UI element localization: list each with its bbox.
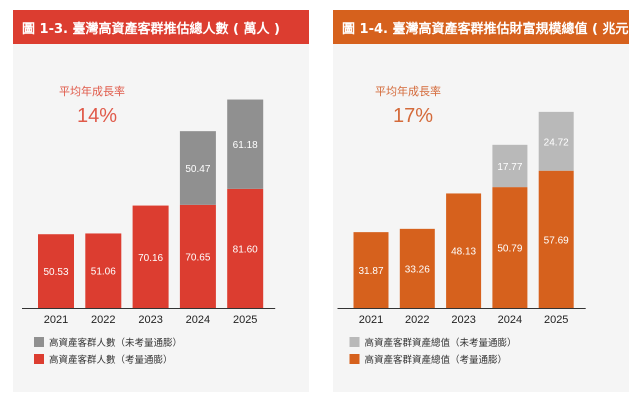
x-tick-label: 2025	[544, 314, 568, 326]
legend-label-main: 高資產客群資產總值（考量通膨）	[365, 354, 508, 366]
x-tick-label: 2021	[44, 314, 68, 326]
legend-label-main: 高資產客群人數（考量通膨）	[49, 354, 173, 366]
x-tick-label: 2023	[451, 314, 475, 326]
bar-main-2024	[492, 187, 528, 308]
chart-panel-wealth: 圖 1-4. 臺灣高資產客群推估財富規模總值 ( 兆元 ) 平均年成長率 17% 3…	[333, 10, 629, 392]
legend-label-extra: 高資產客群人數（未考量通膨）	[49, 337, 182, 349]
legend-swatch-main	[349, 354, 360, 364]
legend-swatch-extra	[34, 337, 44, 347]
x-tick-label: 2022	[91, 314, 115, 326]
chart-panel-headcount: 圖 1-3. 臺灣高資產客群推估總人數 ( 萬人 ) 平均年成長率 14% 50.5…	[13, 10, 309, 392]
cagr-label: 平均年成長率	[59, 84, 125, 98]
bar-extra-value-label: 17.77	[497, 162, 522, 173]
bar-main-2025	[227, 188, 264, 308]
bar-main-2024	[179, 204, 216, 308]
cagr-label: 平均年成長率	[375, 84, 441, 98]
legend-label-extra: 高資產客群資產總值（未考量通膨）	[365, 337, 517, 349]
bar-main-value-label: 50.79	[497, 244, 522, 255]
legend-swatch-extra	[349, 337, 360, 347]
bar-extra-value-label: 24.72	[544, 137, 569, 148]
x-tick-label: 2022	[405, 314, 429, 326]
x-tick-label: 2021	[359, 314, 383, 326]
bar-main-2022	[85, 233, 122, 308]
x-tick-label: 2023	[138, 314, 162, 326]
bar-extra-value-label: 61.18	[233, 140, 258, 151]
bar-main-value-label: 57.69	[544, 235, 569, 246]
bar-extra-2025	[227, 99, 264, 189]
bar-extra-2024	[492, 144, 528, 188]
bar-main-value-label: 51.06	[91, 267, 116, 278]
bar-main-value-label: 50.53	[43, 267, 68, 278]
bar-main-2023	[132, 205, 169, 308]
bar-main-value-label: 81.60	[233, 244, 258, 255]
bar-main-2021	[38, 234, 74, 308]
x-tick-label: 2024	[498, 314, 522, 326]
bar-extra-value-label: 50.47	[185, 164, 210, 175]
bar-extra-2025	[538, 111, 574, 171]
bar-main-2025	[538, 170, 574, 308]
chart-plot-headcount: 平均年成長率 14% 50.53 2021 51.06 2022 70.16 2023 70.6…	[22, 84, 276, 366]
chart-title-headcount: 圖 1-3. 臺灣高資產客群推估總人數 ( 萬人 )	[13, 10, 309, 44]
bar-main-value-label: 70.16	[138, 253, 163, 264]
x-tick-label: 2025	[233, 314, 257, 326]
bar-main-value-label: 31.87	[358, 266, 383, 277]
bar-main-value-label: 70.65	[185, 252, 210, 263]
bar-main-2021	[353, 232, 389, 308]
bar-main-2023	[446, 193, 482, 308]
x-tick-label: 2024	[186, 314, 210, 326]
bar-main-2022	[399, 228, 435, 308]
bar-main-value-label: 48.13	[451, 247, 476, 258]
bar-main-value-label: 33.26	[405, 264, 430, 275]
cagr-value: 17%	[393, 105, 433, 127]
legend-swatch-main	[34, 354, 44, 364]
bar-extra-2024	[179, 131, 216, 205]
cagr-value: 14%	[77, 105, 117, 127]
chart-plot-wealth: 平均年成長率 17% 31.87 2021 33.26 2022 48.13 2023 50.7…	[337, 84, 586, 366]
chart-title-wealth: 圖 1-4. 臺灣高資產客群推估財富規模總值 ( 兆元 )	[333, 10, 629, 44]
